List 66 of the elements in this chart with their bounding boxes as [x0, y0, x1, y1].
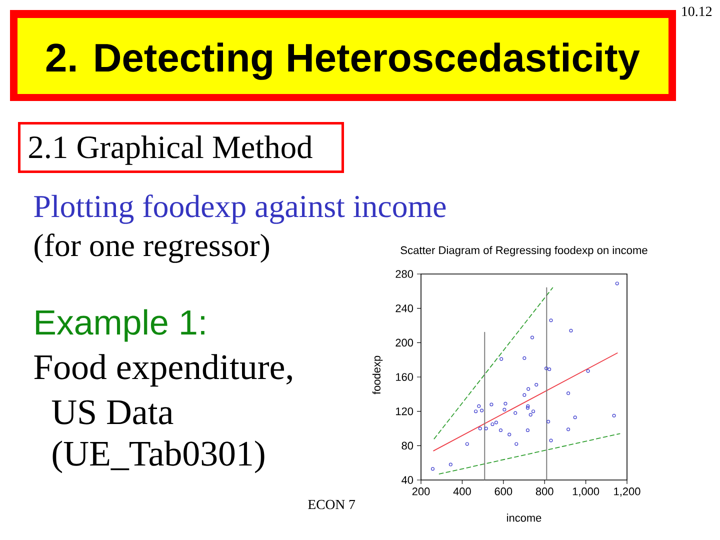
point: [526, 428, 530, 432]
point: [530, 336, 534, 340]
y-tick-label: 40: [402, 476, 414, 484]
chart-title: Scatter Diagram of Regressing foodexp on income: [400, 246, 648, 256]
text: 2. Detecting Heteroscedasticity: [46, 42, 640, 80]
point: [490, 422, 494, 426]
x-axis-title: income: [507, 514, 542, 522]
point: [528, 413, 532, 417]
point: [566, 428, 570, 432]
point: [490, 402, 494, 406]
point: [612, 414, 616, 418]
point: [549, 318, 553, 322]
point: [484, 426, 488, 430]
text: US Data: [52, 400, 174, 424]
point: [549, 438, 553, 442]
point: [615, 282, 619, 286]
text: 10.12: [682, 6, 712, 16]
y-axis-title: foodexp: [372, 356, 383, 394]
point: [494, 420, 498, 424]
text: 2.1 Graphical Method: [29, 136, 312, 165]
point: [569, 328, 573, 332]
point: [548, 368, 552, 372]
point: [430, 467, 434, 471]
point: [480, 408, 484, 412]
text: ECON 7: [308, 500, 356, 510]
point: [544, 366, 548, 370]
y-tick-label: 80: [402, 442, 414, 450]
point: [566, 392, 570, 396]
y-tick-label: 240: [396, 304, 414, 312]
point: [508, 432, 512, 436]
x-tick-label: 200: [412, 488, 430, 496]
text: Food expenditure,: [34, 354, 292, 387]
point: [474, 410, 478, 414]
point: [465, 442, 469, 446]
x-tick-label: 800: [536, 488, 554, 496]
point: [586, 369, 590, 373]
x-tick-label: 1,200: [614, 488, 640, 497]
text: (for one regressor): [34, 234, 270, 263]
x-tick-label: 600: [494, 488, 512, 496]
point: [522, 356, 526, 360]
point: [546, 420, 550, 424]
point: [500, 357, 504, 361]
y-tick-label: 120: [396, 407, 414, 416]
point: [526, 387, 530, 391]
point: [522, 393, 526, 397]
x-tick-label: 1,000: [572, 488, 600, 497]
point: [448, 462, 452, 466]
point: [504, 402, 508, 406]
point: [534, 382, 538, 386]
point: [526, 404, 530, 408]
point: [498, 428, 502, 432]
point: [478, 426, 482, 430]
point: [514, 442, 518, 446]
point: [477, 404, 481, 408]
y-tick-label: 160: [396, 373, 414, 381]
point: [502, 408, 506, 412]
y-tick-label: 200: [396, 338, 414, 347]
point: [573, 416, 577, 420]
point: [526, 406, 530, 410]
point: [514, 411, 518, 415]
point: [532, 410, 536, 414]
text: Plotting foodexp against income: [34, 194, 446, 224]
text: Example 1:: [36, 309, 204, 342]
x-tick-label: 400: [453, 488, 471, 496]
y-tick-label: 280: [396, 270, 414, 278]
text: (UE_Tab0301): [52, 440, 264, 474]
